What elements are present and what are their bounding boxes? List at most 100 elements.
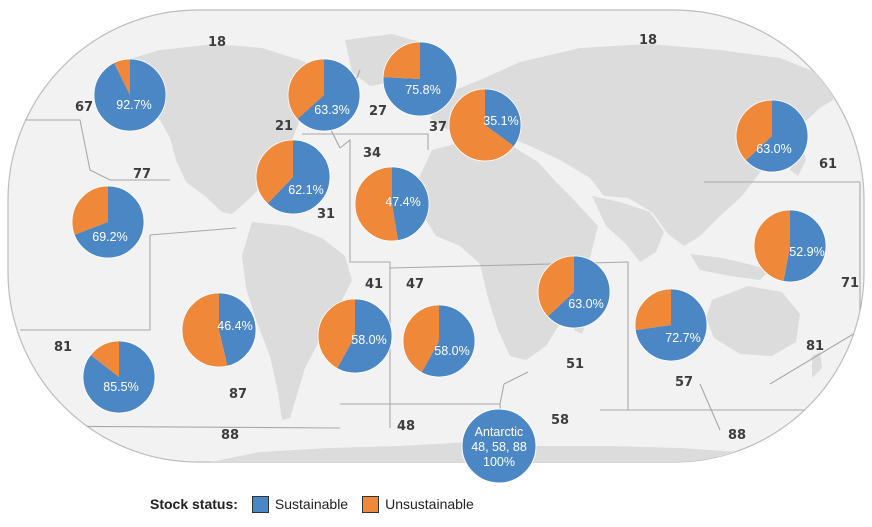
pie-outline xyxy=(255,139,331,215)
pie-outline xyxy=(93,58,167,132)
pie-slice-sustainable xyxy=(485,89,521,147)
pie-slice-unsustainable xyxy=(383,42,420,79)
pie-slice-sustainable xyxy=(547,256,610,328)
fishing-area-label: 87 xyxy=(229,387,247,402)
legend-label-sustainable: Sustainable xyxy=(274,496,349,512)
pie-7: 47.4% xyxy=(354,166,430,242)
pie-9: 52.9% xyxy=(753,209,827,283)
pie-outline xyxy=(181,292,257,368)
pie-6: 62.1% xyxy=(255,139,331,215)
pie-8: 69.2% xyxy=(71,185,145,259)
pie-slice-unsustainable xyxy=(182,293,228,367)
pie-slice-sustainable xyxy=(219,293,257,367)
fishing-area-label: 51 xyxy=(566,357,584,372)
fishing-area-label: 48 xyxy=(397,419,415,434)
pie-outline xyxy=(82,340,156,414)
fishing-area-label: 88 xyxy=(221,428,239,443)
pie-slice-unsustainable xyxy=(318,299,355,369)
legend-swatch-unsustainable xyxy=(362,495,380,513)
fishing-area-label: 31 xyxy=(317,207,335,222)
pie-slice-sustainable xyxy=(267,140,330,214)
pie-slice-unsustainable xyxy=(114,59,130,95)
pie-slice-unsustainable xyxy=(256,140,293,204)
pie-value-label: 63.0% xyxy=(568,297,603,311)
pie-outline xyxy=(287,58,361,132)
pie-charts: 92.7% 63.3% 75.8% 35.1% 63.0% 62.1% 47.4% 69.2%… xyxy=(71,41,827,414)
pie-slice-sustainable xyxy=(635,289,707,361)
fishing-area-label: 41 xyxy=(365,277,383,292)
pie-value-label: 63.0% xyxy=(756,142,791,156)
pie-slice-unsustainable xyxy=(90,341,119,377)
pie-14: 72.7% xyxy=(634,288,708,362)
pie-value-label: 58.0% xyxy=(351,333,386,347)
pie-13: 58.0% xyxy=(402,304,476,378)
legend-entry-unsustainable: Unsustainable xyxy=(362,495,474,513)
pie-value-label: 46.4% xyxy=(217,319,252,333)
pie-2: 63.3% xyxy=(287,58,361,132)
fishing-area-label: 34 xyxy=(363,146,381,161)
land-eurasia xyxy=(430,44,846,246)
pie-value-label: 75.8% xyxy=(405,83,440,97)
pie-value-label: 92.7% xyxy=(116,98,151,112)
land-north-america xyxy=(118,44,335,214)
pie-1: 92.7% xyxy=(93,58,167,132)
pie-value-label: 47.4% xyxy=(385,195,420,209)
pie-outline xyxy=(537,255,611,329)
pie-5: 63.0% xyxy=(735,99,809,173)
pie-antarctic-slice-sustainable xyxy=(461,408,537,484)
pie-antarctic: Antarctic 48, 58, 88 100% xyxy=(461,408,537,484)
pie-slice-sustainable xyxy=(421,305,475,377)
pie-11: 46.4% xyxy=(181,292,257,368)
pie-value-label: 62.1% xyxy=(288,183,323,197)
pie-outline xyxy=(753,209,827,283)
pie-slice-sustainable xyxy=(74,186,144,258)
pie-value-label: 72.7% xyxy=(665,331,700,345)
fishing-area-label: 18 xyxy=(639,33,657,48)
fishing-area-label: 58 xyxy=(551,413,569,428)
pie-slice-sustainable xyxy=(392,167,430,241)
land-australia xyxy=(706,286,800,356)
fishing-area-label: 57 xyxy=(675,375,693,390)
pie-slice-sustainable xyxy=(337,299,392,373)
pie-slice-unsustainable xyxy=(403,305,439,373)
pie-slice-unsustainable xyxy=(634,289,671,331)
pie-outline xyxy=(402,304,476,378)
legend: Stock status: Sustainable Unsustainable xyxy=(150,492,488,516)
pie-4: 35.1% xyxy=(448,88,522,162)
pie-slice-sustainable xyxy=(94,59,166,132)
fishing-area-label: 21 xyxy=(275,119,293,134)
pie-slice-unsustainable xyxy=(538,256,574,317)
land-south-asia xyxy=(592,196,664,262)
pie-outline xyxy=(382,41,458,117)
pie-outline xyxy=(448,88,522,162)
pie-slice-unsustainable xyxy=(288,59,324,120)
legend-label-unsustainable: Unsustainable xyxy=(385,496,474,512)
land-south-america xyxy=(242,222,352,420)
pie-value-label: 52.9% xyxy=(789,245,824,259)
land-new-zealand xyxy=(812,352,822,378)
pie-slice-unsustainable xyxy=(754,210,790,282)
fishing-area-label: 61 xyxy=(819,157,837,172)
pie-value-label: 85.5% xyxy=(103,380,138,394)
fishing-area-labels: 18 18 67 21 27 37 34 77 61 31 71 41 47 81 51 81 57 87 58 88… xyxy=(54,33,859,443)
antarctic-label-line2: 48, 58, 88 xyxy=(471,440,527,454)
pie-3: 75.8% xyxy=(382,41,458,117)
pie-value-label: 58.0% xyxy=(434,344,469,358)
pie-slice-sustainable xyxy=(297,59,360,131)
legend-swatch-sustainable xyxy=(251,495,269,513)
pie-15: 85.5% xyxy=(82,340,156,414)
pie-value-label: 35.1% xyxy=(483,114,518,128)
pie-10: 63.0% xyxy=(537,255,611,329)
fishing-area-label: 81 xyxy=(806,339,824,354)
fishing-area-label: 77 xyxy=(133,167,151,182)
landmasses xyxy=(118,34,846,462)
pie-12: 58.0% xyxy=(317,298,393,374)
pie-slice-sustainable xyxy=(783,210,826,282)
fishing-area-label: 37 xyxy=(429,120,447,135)
fishing-area-label: 81 xyxy=(54,340,72,355)
pie-value-label: 63.3% xyxy=(314,103,349,117)
fishing-area-label: 71 xyxy=(841,276,859,291)
fishing-area-label: 18 xyxy=(208,35,226,50)
antarctic-label-line3: 100% xyxy=(483,455,515,469)
